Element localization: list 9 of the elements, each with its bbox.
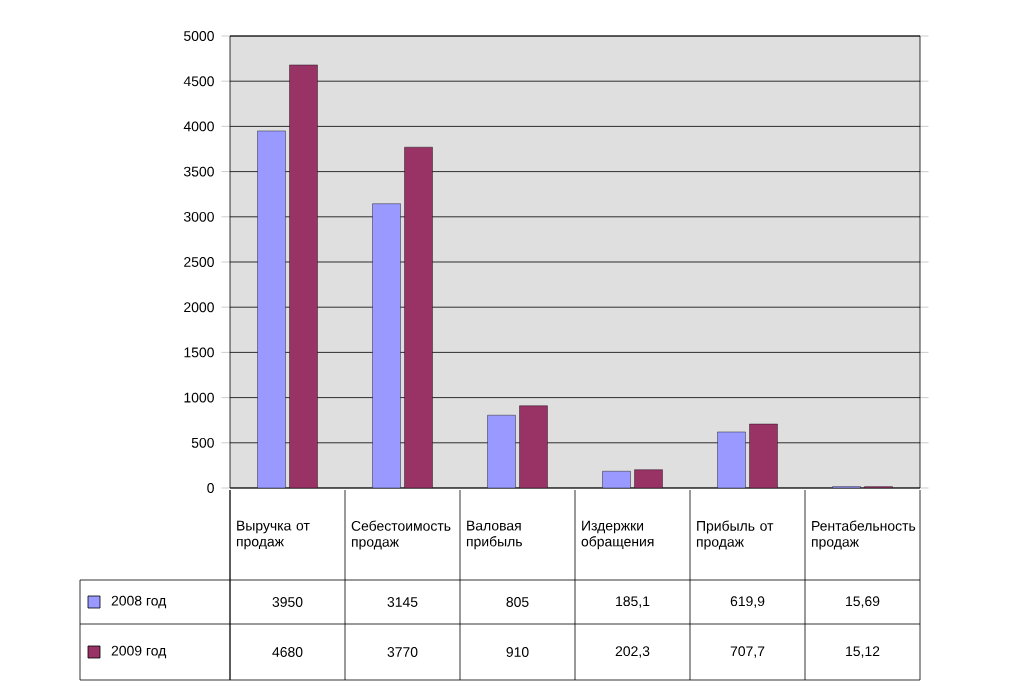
bar bbox=[404, 146, 433, 488]
bar bbox=[289, 64, 318, 488]
bar bbox=[749, 423, 778, 488]
bar bbox=[717, 431, 746, 488]
bar bbox=[257, 130, 286, 488]
bar bbox=[372, 203, 401, 488]
bar bbox=[487, 415, 516, 488]
bar bbox=[634, 469, 663, 488]
bar bbox=[519, 405, 548, 488]
